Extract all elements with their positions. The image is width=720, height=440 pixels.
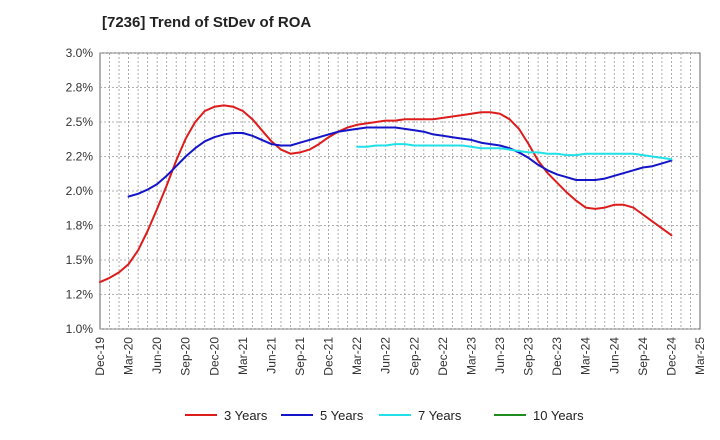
x-tick-label: Dec-24	[664, 337, 678, 376]
x-tick-label: Jun-22	[379, 337, 393, 374]
x-tick-label: Dec-21	[322, 337, 336, 376]
x-tick-label: Dec-20	[207, 337, 221, 376]
x-tick-label: Mar-20	[122, 337, 136, 375]
series-line-0	[99, 104, 673, 284]
x-tick-label: Sep-24	[636, 337, 650, 376]
y-tick-label: 1.0%	[66, 322, 94, 336]
x-tick-label: Mar-22	[350, 337, 364, 375]
x-tick-label: Mar-25	[693, 337, 707, 375]
legend-label-1: 5 Years	[320, 408, 364, 423]
x-tick-label: Dec-22	[436, 337, 450, 376]
y-tick-label: 3.0%	[66, 46, 94, 60]
x-tick-label: Dec-19	[93, 337, 107, 376]
x-tick-label: Dec-23	[550, 337, 564, 376]
y-gridlines	[100, 52, 700, 330]
y-tick-labels: 3.0% 2.8% 2.5% 2.2% 2.0% 1.8% 1.5% 1.2% 1.0%	[66, 46, 94, 336]
x-gridlines	[109, 53, 691, 329]
legend: 3 Years 5 Years 7 Years 10 Years	[185, 408, 584, 423]
y-tick-label: 2.0%	[66, 184, 94, 198]
y-tick-label: 2.8%	[66, 81, 94, 95]
legend-label-0: 3 Years	[224, 408, 268, 423]
y-tick-label: 1.2%	[66, 288, 94, 302]
x-tick-label: Jun-23	[493, 337, 507, 374]
x-tick-label: Sep-23	[522, 337, 536, 376]
y-tick-label: 2.5%	[66, 115, 94, 129]
series-lines	[99, 104, 673, 284]
series-line-2	[356, 143, 673, 161]
x-tick-labels: Dec-19 Mar-20 Jun-20 Sep-20 Dec-20 Mar-21 Jun-…	[93, 337, 707, 376]
x-tick-label: Mar-21	[236, 337, 250, 375]
x-tick-label: Mar-23	[464, 337, 478, 375]
x-tick-label: Sep-21	[293, 337, 307, 376]
y-tick-label: 2.2%	[66, 150, 94, 164]
x-tick-label: Jun-24	[607, 337, 621, 374]
y-tick-label: 1.8%	[66, 219, 94, 233]
x-tick-label: Sep-20	[179, 337, 193, 376]
x-tick-label: Sep-22	[407, 337, 421, 376]
legend-label-2: 7 Years	[418, 408, 462, 423]
x-tick-label: Jun-20	[150, 337, 164, 374]
legend-label-3: 10 Years	[533, 408, 584, 423]
x-tick-label: Jun-21	[264, 337, 278, 374]
x-tick-label: Mar-24	[579, 337, 593, 375]
series-line-1	[127, 126, 673, 198]
chart-title: [7236] Trend of StDev of ROA	[102, 14, 311, 31]
y-tick-label: 1.5%	[66, 253, 94, 267]
